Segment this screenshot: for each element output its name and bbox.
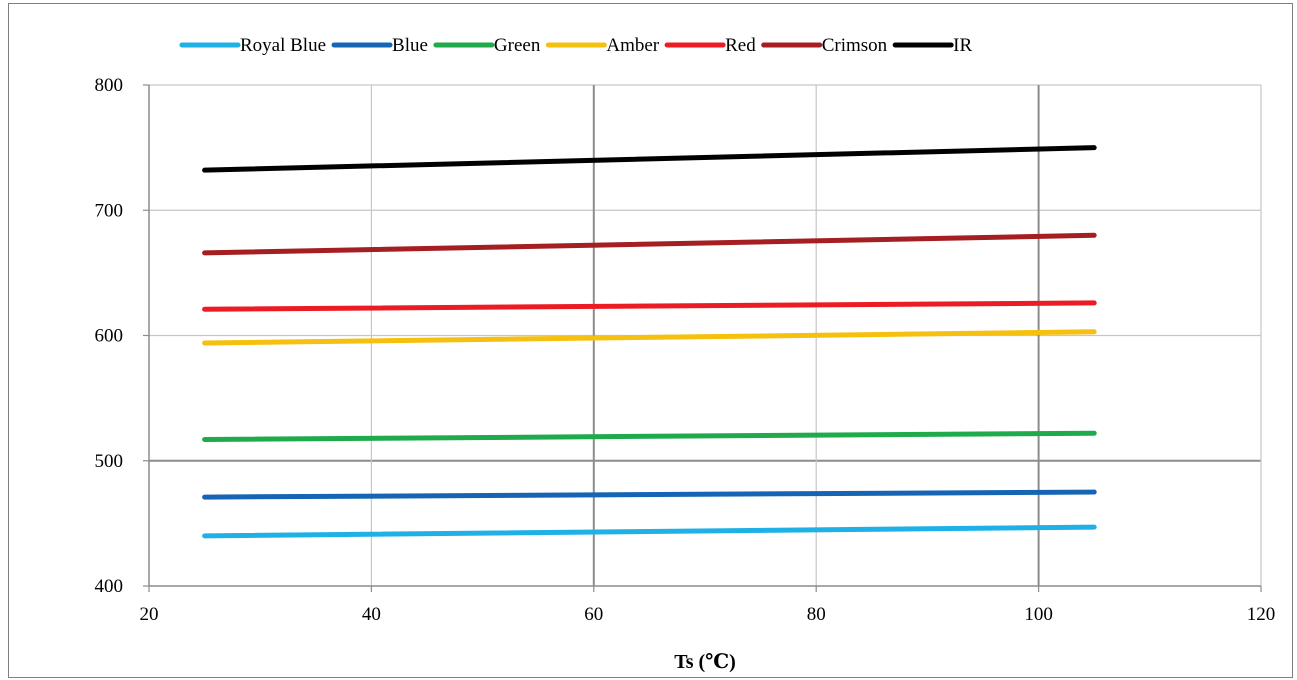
legend: Royal Blue Blue Green Amber Red Crimson IR xyxy=(179,35,972,56)
series-line-green xyxy=(202,430,1097,442)
y-tick-label: 400 xyxy=(95,576,124,597)
legend-label-green: Green xyxy=(494,35,541,56)
series-line-ir xyxy=(202,145,1097,173)
series-line-red xyxy=(202,300,1097,312)
legend-label-crimson: Crimson xyxy=(822,35,888,56)
x-tick-label: 120 xyxy=(1247,604,1276,625)
x-axis-title: Ts (℃) xyxy=(674,651,736,673)
legend-label-red: Red xyxy=(725,35,756,56)
x-tick-label: 40 xyxy=(362,604,381,625)
series-line-amber xyxy=(202,329,1097,346)
legend-label-blue: Blue xyxy=(392,35,428,56)
axes xyxy=(143,84,1262,592)
gridlines xyxy=(149,84,1262,586)
y-tick-label: 700 xyxy=(95,200,124,221)
legend-label-royal-blue: Royal Blue xyxy=(240,35,326,56)
series-line-crimson xyxy=(202,232,1097,256)
x-tick-label: 100 xyxy=(1024,604,1053,625)
legend-label-ir: IR xyxy=(953,35,972,56)
x-tick-label: 20 xyxy=(140,604,159,625)
y-tick-label: 800 xyxy=(95,75,124,96)
x-tick-label: 80 xyxy=(807,604,826,625)
tick-labels: 400 500 600 700 800 20 40 60 80 100 120 xyxy=(95,75,1276,625)
series-line-royal-blue xyxy=(202,524,1097,539)
x-tick-label: 60 xyxy=(584,604,603,625)
series-line-blue xyxy=(202,489,1097,500)
legend-label-amber: Amber xyxy=(606,35,659,56)
series-lines xyxy=(202,145,1097,539)
y-tick-label: 600 xyxy=(95,326,124,347)
y-tick-label: 500 xyxy=(95,451,124,472)
